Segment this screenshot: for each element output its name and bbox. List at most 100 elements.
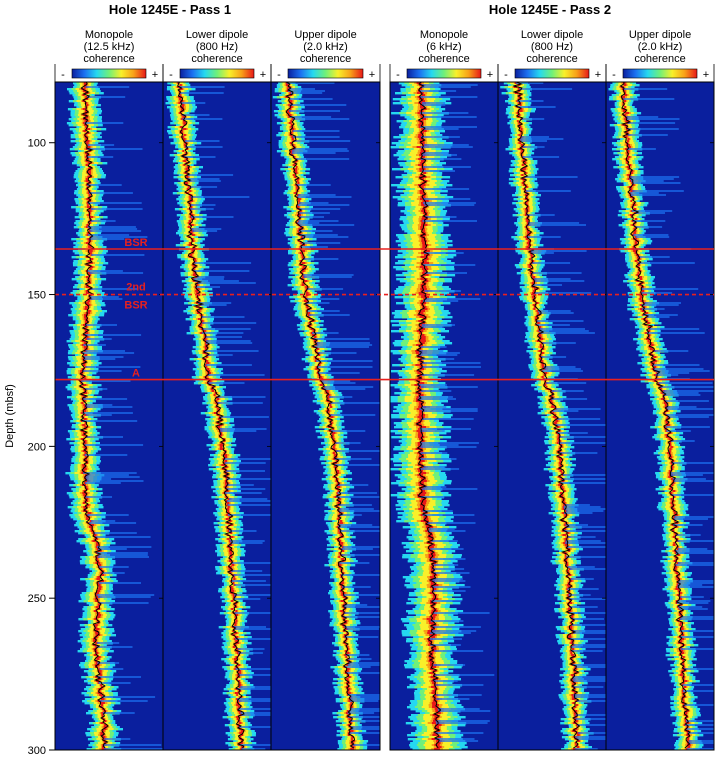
coherence-cell (207, 354, 233, 356)
coherence-cell (94, 626, 97, 629)
coherence-cell (189, 224, 194, 227)
coherence-cell (224, 460, 227, 463)
coherence-cell (238, 708, 271, 710)
coherence-cell (190, 206, 193, 209)
coherence-cell (87, 96, 126, 98)
coherence-cell (96, 642, 120, 644)
coherence-cell (236, 716, 240, 719)
coherence-cell (293, 168, 297, 171)
coherence-cell (87, 170, 91, 173)
coherence-cell (98, 584, 101, 587)
coherence-cell (85, 414, 112, 416)
coherence-cell (87, 300, 91, 303)
coherence-cell (81, 340, 85, 343)
coherence-cell (101, 748, 107, 751)
coherence-cell (193, 262, 196, 265)
coherence-cell (185, 140, 220, 142)
coherence-cell (201, 316, 245, 318)
coherence-cell (85, 350, 125, 352)
coherence-cell (315, 350, 317, 353)
coherence-cell (190, 230, 194, 233)
coherence-cell (313, 338, 370, 340)
coherence-cell (86, 206, 92, 209)
panel-header-line: (2.0 kHz) (638, 41, 683, 53)
coherence-cell (92, 540, 96, 543)
coherence-cell (309, 314, 350, 316)
coherence-cell (206, 340, 251, 342)
panel-header-line: Monopole (85, 29, 133, 41)
coherence-cell (332, 438, 335, 441)
coherence-cell (84, 318, 88, 321)
coherence-cell (225, 490, 229, 493)
coherence-cell (299, 260, 302, 263)
coherence-cell (178, 86, 225, 88)
coherence-cell (329, 424, 332, 427)
coherence-cell (237, 676, 241, 679)
coherence-cell (297, 196, 352, 198)
coherence-cell (188, 244, 193, 247)
pass-title: Hole 1245E - Pass 1 (109, 2, 231, 17)
coherence-cell (84, 452, 87, 455)
coherence-cell (85, 406, 133, 408)
coherence-cell (333, 476, 336, 479)
coherence-cell (85, 480, 89, 483)
coherence-cell (289, 108, 292, 111)
coherence-cell (341, 550, 344, 553)
coherence-cell (238, 674, 271, 676)
coherence-cell (343, 596, 346, 599)
coherence-cell (337, 526, 380, 528)
coherence-cell (290, 92, 323, 94)
coherence-cell (343, 594, 380, 596)
coherence-cell (339, 530, 380, 532)
scale-minus: - (396, 69, 400, 81)
coherence-cell (85, 110, 88, 113)
coherence-cell (287, 114, 292, 117)
coherence-cell (83, 344, 106, 346)
coherence-cell (233, 576, 235, 579)
coherence-cell (81, 438, 84, 441)
coherence-cell (196, 296, 199, 299)
coherence-cell (234, 606, 238, 609)
coherence-cell (226, 522, 230, 525)
coherence-cell (301, 256, 305, 259)
coherence-cell (234, 668, 237, 671)
coherence-cell (213, 394, 216, 397)
coherence-cell (189, 254, 193, 257)
coherence-cell (235, 668, 271, 670)
coherence-cell (344, 604, 368, 606)
coherence-cell (189, 190, 192, 193)
coherence-cell (287, 90, 325, 92)
coherence-cell (86, 292, 90, 295)
coherence-cell (296, 166, 298, 169)
coherence-cell (205, 348, 208, 351)
coherence-cell (290, 120, 293, 123)
panel-header-line: coherence (634, 53, 685, 65)
coherence-cell (224, 458, 271, 460)
coherence-cell (89, 522, 137, 524)
coherence-cell (316, 348, 319, 351)
coherence-cell (233, 646, 236, 649)
coherence-cell (204, 350, 259, 352)
coherence-cell (101, 712, 105, 715)
coherence-cell (317, 372, 360, 374)
coherence-cell (309, 318, 312, 321)
coherence-cell (90, 528, 93, 531)
coherence-cell (95, 642, 99, 645)
coherence-cell (87, 278, 91, 281)
coherence-cell (344, 602, 347, 605)
coherence-cell (85, 138, 88, 141)
coherence-cell (85, 126, 88, 129)
coherence-cell (191, 228, 222, 230)
panel-header-line: coherence (418, 53, 469, 65)
coherence-cell (226, 508, 230, 511)
coherence-cell (86, 188, 88, 191)
coherence-cell (83, 398, 128, 400)
coherence-cell (339, 508, 374, 510)
panel-header-line: (800 Hz) (531, 41, 573, 53)
coherence-cell (194, 260, 197, 263)
coherence-cell (235, 656, 238, 659)
coherence-cell (235, 650, 239, 653)
coherence-cell (188, 222, 191, 225)
coherence-cell (86, 224, 89, 227)
colour-scale-bar (406, 68, 482, 79)
